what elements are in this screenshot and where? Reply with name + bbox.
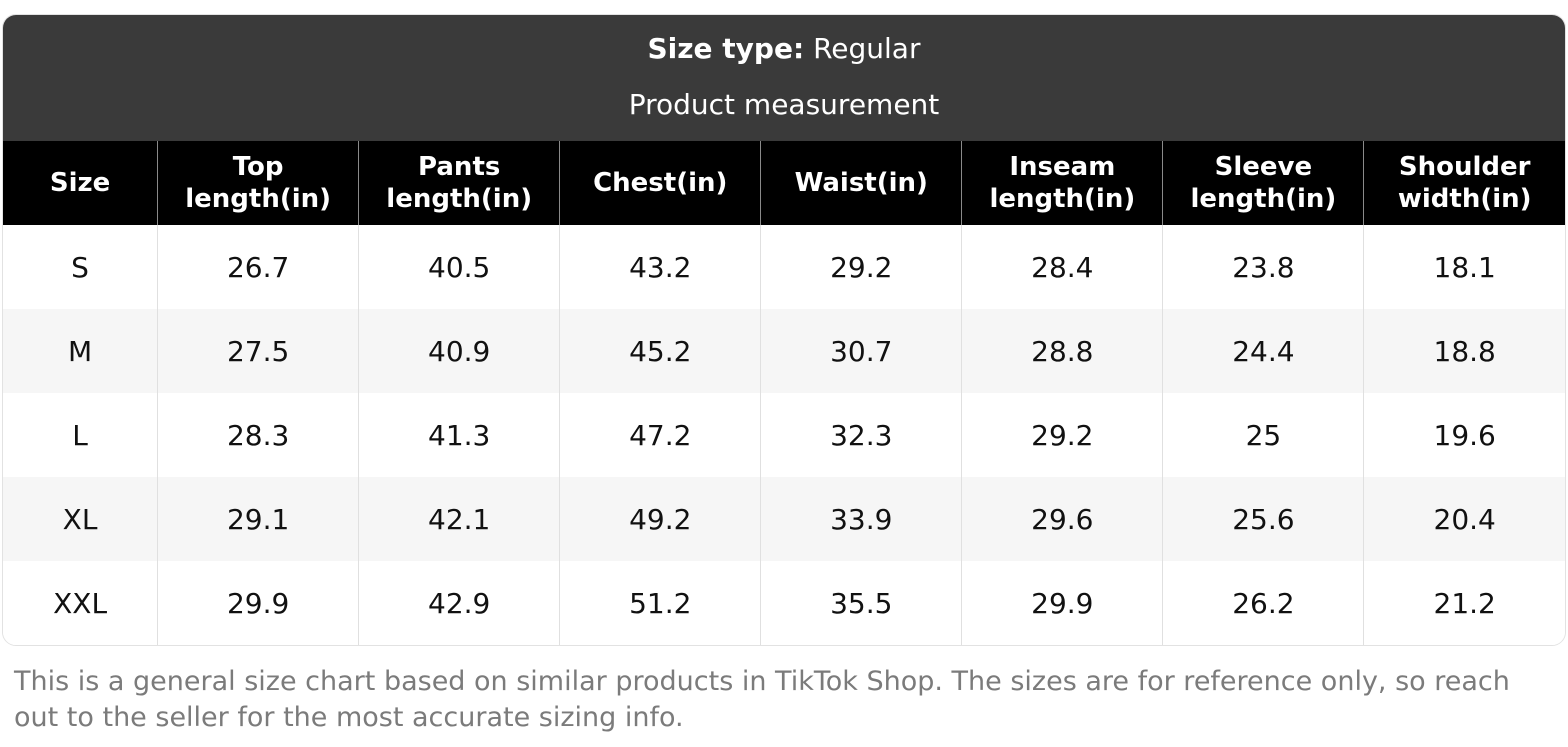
measurement-cell: 23.8: [1162, 225, 1364, 309]
table-header: Size Top length(in) Pants length(in) Chest(…: [3, 141, 1565, 225]
measurement-cell: 42.9: [358, 561, 560, 645]
column-header: Shoulder width(in): [1363, 141, 1565, 225]
measurement-cell: 29.1: [157, 477, 359, 561]
column-header: Inseam length(in): [961, 141, 1163, 225]
table-body: S 26.7 40.5 43.2 29.2 28.4 23.8 18.1 M 27.5 40.9 45…: [3, 225, 1565, 645]
table-header-row: Size Top length(in) Pants length(in) Chest(…: [3, 141, 1565, 225]
measurement-cell: 42.1: [358, 477, 560, 561]
measurement-cell: 45.2: [559, 309, 761, 393]
size-row-S: S 26.7 40.5 43.2 29.2 28.4 23.8 18.1: [3, 225, 1565, 309]
size-chart-header-band: Size type: Regular Product measurement: [3, 15, 1565, 141]
measurement-cell: 28.3: [157, 393, 359, 477]
size-row-L: L 28.3 41.3 47.2 32.3 29.2 25 19.6: [3, 393, 1565, 477]
size-chart-card: Size type: Regular Product measurement S…: [2, 14, 1566, 646]
measurement-cell: 29.9: [961, 561, 1163, 645]
measurement-cell: 26.7: [157, 225, 359, 309]
measurement-cell: 25: [1162, 393, 1364, 477]
size-type-line: Size type: Regular: [3, 28, 1565, 70]
size-label-cell: S: [3, 225, 158, 309]
measurement-cell: 33.9: [760, 477, 962, 561]
product-measurement-title: Product measurement: [628, 88, 940, 121]
size-label-cell: XL: [3, 477, 158, 561]
size-row-XL: XL 29.1 42.1 49.2 33.9 29.6 25.6 20.4: [3, 477, 1565, 561]
measurement-cell: 43.2: [559, 225, 761, 309]
size-type-label: Size type:: [647, 32, 805, 65]
measurement-cell: 30.7: [760, 309, 962, 393]
size-type-value: Regular: [813, 32, 921, 65]
size-label-cell: XXL: [3, 561, 158, 645]
measurement-cell: 32.3: [760, 393, 962, 477]
measurement-cell: 29.6: [961, 477, 1163, 561]
measurement-cell: 29.2: [760, 225, 962, 309]
measurement-cell: 27.5: [157, 309, 359, 393]
measurement-cell: 49.2: [559, 477, 761, 561]
measurement-cell: 51.2: [559, 561, 761, 645]
size-label-cell: M: [3, 309, 158, 393]
measurement-cell: 18.8: [1363, 309, 1565, 393]
measurement-cell: 20.4: [1363, 477, 1565, 561]
measurement-cell: 40.9: [358, 309, 560, 393]
column-header: Waist(in): [760, 141, 962, 225]
size-row-M: M 27.5 40.9 45.2 30.7 28.8 24.4 18.8: [3, 309, 1565, 393]
measurement-cell: 35.5: [760, 561, 962, 645]
measurement-cell: 47.2: [559, 393, 761, 477]
size-label-cell: L: [3, 393, 158, 477]
column-header: Top length(in): [157, 141, 359, 225]
measurement-cell: 25.6: [1162, 477, 1364, 561]
measurement-cell: 26.2: [1162, 561, 1364, 645]
measurement-cell: 28.8: [961, 309, 1163, 393]
measurement-cell: 29.9: [157, 561, 359, 645]
size-chart-disclaimer: This is a general size chart based on si…: [14, 666, 1510, 734]
measurement-cell: 41.3: [358, 393, 560, 477]
measurement-cell: 24.4: [1162, 309, 1364, 393]
measurement-cell: 28.4: [961, 225, 1163, 309]
measurement-cell: 29.2: [961, 393, 1163, 477]
column-header: Chest(in): [559, 141, 761, 225]
column-header: Sleeve length(in): [1162, 141, 1364, 225]
measurement-cell: 40.5: [358, 225, 560, 309]
measurement-cell: 21.2: [1363, 561, 1565, 645]
column-header: Pants length(in): [358, 141, 560, 225]
size-row-XXL: XXL 29.9 42.9 51.2 35.5 29.9 26.2 21.2: [3, 561, 1565, 645]
size-measurement-table: Size Top length(in) Pants length(in) Chest(…: [3, 141, 1565, 645]
column-header: Size: [3, 141, 158, 225]
measurement-cell: 19.6: [1363, 393, 1565, 477]
measurement-cell: 18.1: [1363, 225, 1565, 309]
